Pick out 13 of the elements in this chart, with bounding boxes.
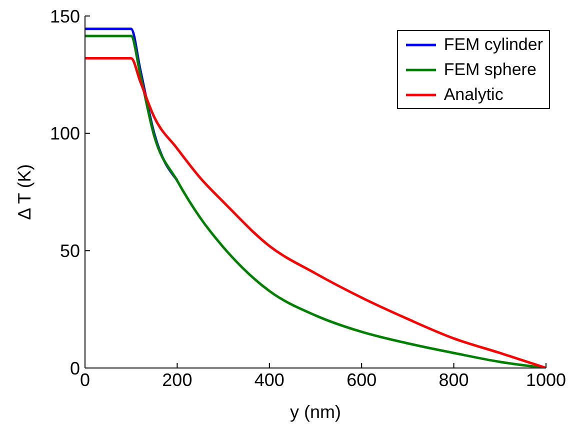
y-tick-label: 100 [50, 124, 80, 144]
legend-label: FEM cylinder [444, 34, 543, 56]
x-tick-label: 400 [254, 370, 284, 390]
legend-label: Analytic [444, 84, 504, 106]
legend-label: FEM sphere [444, 59, 536, 81]
y-tick-label: 50 [60, 241, 80, 262]
x-tick-label: 1000 [526, 370, 566, 390]
y-axis-title: Δ T (K) [14, 164, 34, 220]
x-tick-label: 800 [438, 370, 469, 390]
y-tick-label: 150 [50, 6, 80, 26]
x-tick-label: 200 [162, 370, 192, 390]
x-axis-title: y (nm) [290, 402, 341, 422]
x-tick-label: 600 [346, 370, 377, 390]
